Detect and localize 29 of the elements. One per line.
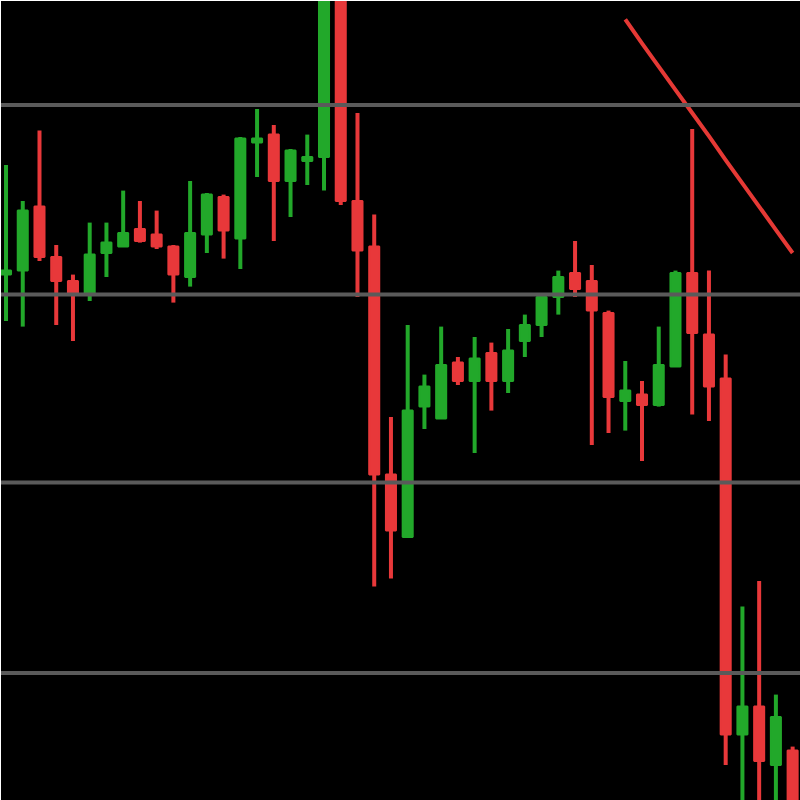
candlestick — [117, 188, 130, 249]
candlestick — [133, 199, 146, 245]
candlestick — [100, 220, 113, 279]
candlestick — [1, 163, 13, 323]
candlestick — [267, 123, 280, 243]
candlestick — [485, 340, 498, 413]
candlestick — [535, 292, 548, 339]
candlestick — [518, 312, 531, 359]
candlestick — [619, 359, 632, 433]
candlestick — [251, 107, 264, 179]
candlestick — [284, 147, 297, 219]
candlestick — [468, 335, 481, 455]
candlestick — [83, 220, 96, 303]
candlestick — [217, 192, 230, 261]
candlestick — [635, 379, 649, 463]
candlestick — [150, 208, 163, 251]
candlestick — [736, 604, 749, 800]
candlestick — [50, 243, 63, 327]
candlestick — [66, 272, 79, 343]
candlestick — [569, 239, 582, 299]
candlestick — [769, 692, 782, 800]
candlestick — [301, 132, 314, 187]
candlestick — [451, 355, 464, 387]
candlestick — [418, 372, 431, 431]
candlestick — [502, 327, 515, 395]
candlestick — [200, 191, 213, 255]
candlestick — [167, 243, 180, 305]
candlestick — [184, 179, 197, 289]
candlestick — [652, 324, 665, 409]
